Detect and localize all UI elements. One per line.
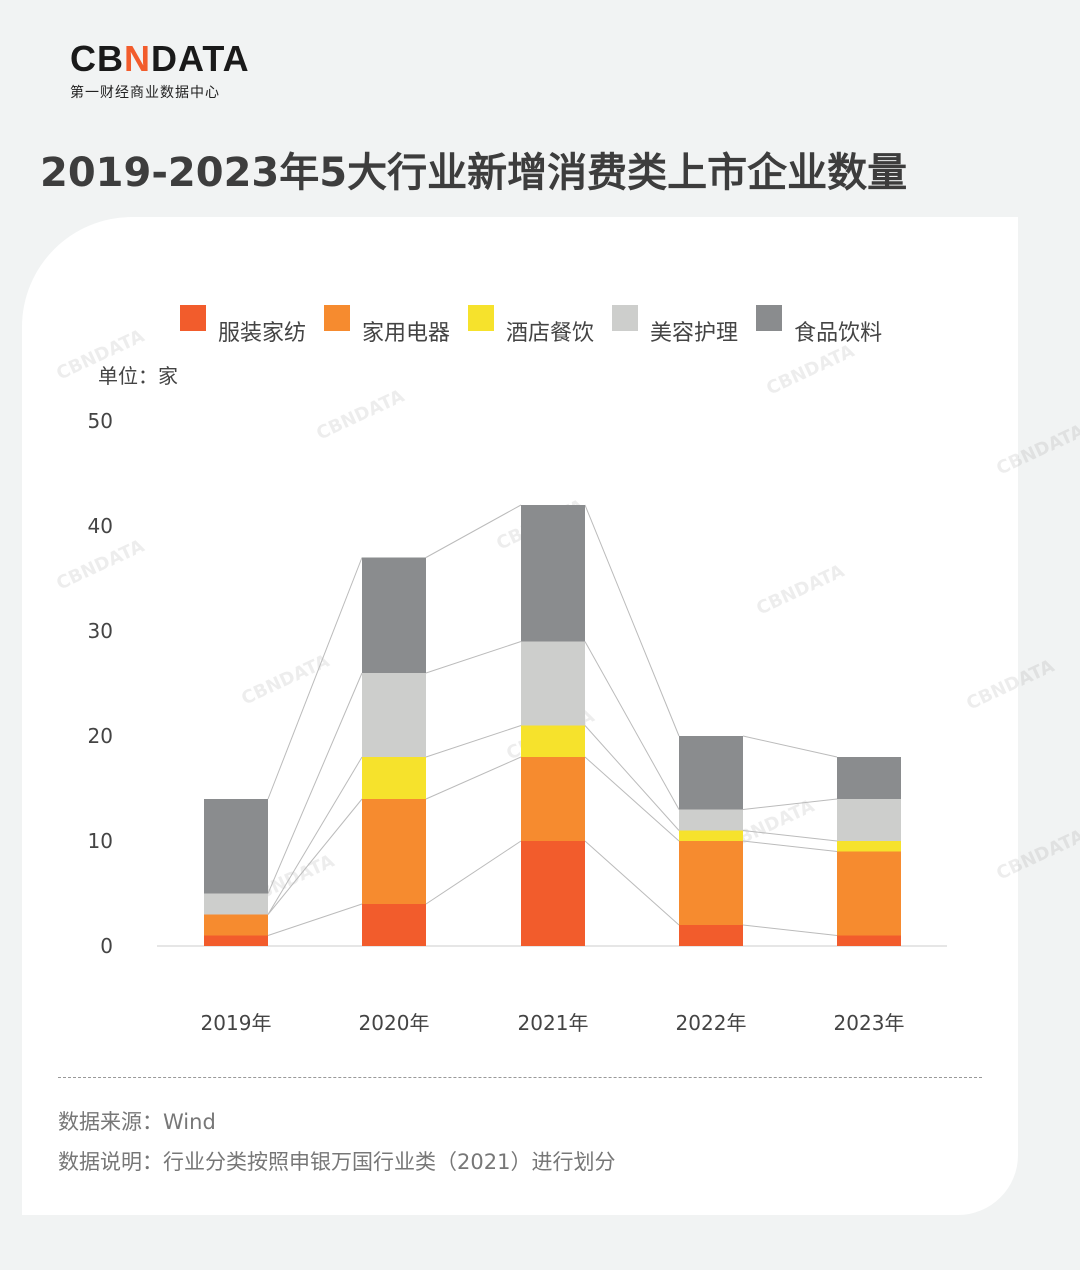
watermark: CBNDATA <box>53 536 147 595</box>
bar-0-3 <box>679 925 743 946</box>
connector-line <box>742 840 838 852</box>
legend-item: 服装家纺 <box>180 305 306 347</box>
watermark: CBNDATA <box>313 386 407 445</box>
bar-4-3 <box>679 736 743 810</box>
bar-2-3 <box>679 830 743 841</box>
data-note: 数据说明：行业分类按照申银万国行业类（2021）进行划分 <box>58 1150 616 1174</box>
watermark: CBNDATA <box>753 561 847 620</box>
legend-swatch <box>612 305 639 331</box>
bar-4-2 <box>521 505 585 642</box>
connector-line <box>425 504 522 558</box>
x-tick-label: 2023年 <box>834 1011 905 1035</box>
legend-label: 食品饮料 <box>794 321 883 346</box>
unit-label: 单位：家 <box>98 364 178 388</box>
legend-label: 酒店餐饮 <box>506 321 595 346</box>
bar-1-4 <box>837 851 901 936</box>
bar-2-1 <box>362 757 426 799</box>
y-tick-label: 10 <box>88 829 113 853</box>
watermark: CBNDATA <box>763 341 857 400</box>
connector-line <box>425 725 522 758</box>
page-title: 2019-2023年5大行业新增消费类上市企业数量 <box>40 150 908 196</box>
connector-line <box>267 903 363 936</box>
x-tick-label: 2019年 <box>201 1011 272 1035</box>
bar-4-4 <box>837 757 901 799</box>
x-tick-label: 2022年 <box>676 1011 747 1035</box>
bar-1-1 <box>362 799 426 904</box>
logo-text: CB <box>70 38 124 79</box>
legend-label: 服装家纺 <box>218 321 307 346</box>
bar-1-0 <box>204 914 268 936</box>
logo-subtitle: 第一财经商业数据中心 <box>70 85 220 101</box>
legend-label: 家用电器 <box>362 321 451 346</box>
legend-label: 美容护理 <box>650 321 739 346</box>
watermark: CBNDATA <box>963 656 1057 715</box>
logo-text-data: DATA <box>151 38 250 79</box>
bar-0-1 <box>362 904 426 946</box>
bar-3-1 <box>362 673 426 757</box>
connector-line <box>584 641 680 810</box>
connector-line <box>267 672 363 894</box>
legend-item: 美容护理 <box>612 305 738 347</box>
bar-0-4 <box>837 935 901 946</box>
connector-line <box>425 840 522 905</box>
y-tick-label: 40 <box>88 514 113 538</box>
connector-line <box>425 641 522 674</box>
connector-line <box>742 830 838 842</box>
cbndata-logo: CBNDATA 第一财经商业数据中心 <box>70 38 250 102</box>
watermark: CBNDATA <box>993 826 1080 885</box>
bar-1-2 <box>521 757 585 841</box>
y-tick-label: 30 <box>88 619 113 643</box>
x-tick-label: 2021年 <box>518 1011 589 1035</box>
x-tick-label: 2020年 <box>359 1011 430 1035</box>
y-tick-label: 20 <box>88 724 113 748</box>
chart-legend: 服装家纺 家用电器 酒店餐饮 美容护理 食品饮料 <box>180 305 900 347</box>
connector-line <box>742 735 838 758</box>
legend-swatch <box>324 305 351 331</box>
bar-2-2 <box>521 725 585 757</box>
logo-text-n: N <box>124 38 151 79</box>
connector-line <box>267 798 363 915</box>
bar-4-1 <box>362 557 426 673</box>
footer-divider <box>58 1077 982 1078</box>
bar-3-2 <box>521 641 585 726</box>
legend-swatch <box>468 305 495 331</box>
watermark: CBNDATA <box>238 651 332 710</box>
connector-line <box>584 504 680 737</box>
bar-2-4 <box>837 841 901 852</box>
bar-1-3 <box>679 841 743 925</box>
connector-line <box>267 557 363 800</box>
bar-3-4 <box>837 799 901 841</box>
bar-0-0 <box>204 935 268 946</box>
connector-line <box>425 756 522 800</box>
connector-line <box>584 840 680 926</box>
bar-4-0 <box>204 799 268 894</box>
connector-line <box>742 798 838 810</box>
bar-0-2 <box>521 841 585 946</box>
bar-3-0 <box>204 893 268 915</box>
connector-line <box>584 725 680 831</box>
data-source: 数据来源：Wind <box>58 1110 216 1134</box>
connector-line <box>584 756 680 842</box>
connector-line <box>267 756 363 915</box>
legend-swatch <box>180 305 206 331</box>
legend-swatch <box>756 305 783 331</box>
bar-3-3 <box>679 809 743 831</box>
legend-item: 家用电器 <box>324 305 450 347</box>
legend-item: 酒店餐饮 <box>468 305 594 347</box>
connector-line <box>742 924 838 936</box>
legend-item: 食品饮料 <box>756 305 882 347</box>
watermark: CBNDATA <box>993 421 1080 480</box>
chart-card <box>22 217 1018 1215</box>
y-tick-label: 0 <box>100 934 113 958</box>
y-tick-label: 50 <box>88 409 113 433</box>
